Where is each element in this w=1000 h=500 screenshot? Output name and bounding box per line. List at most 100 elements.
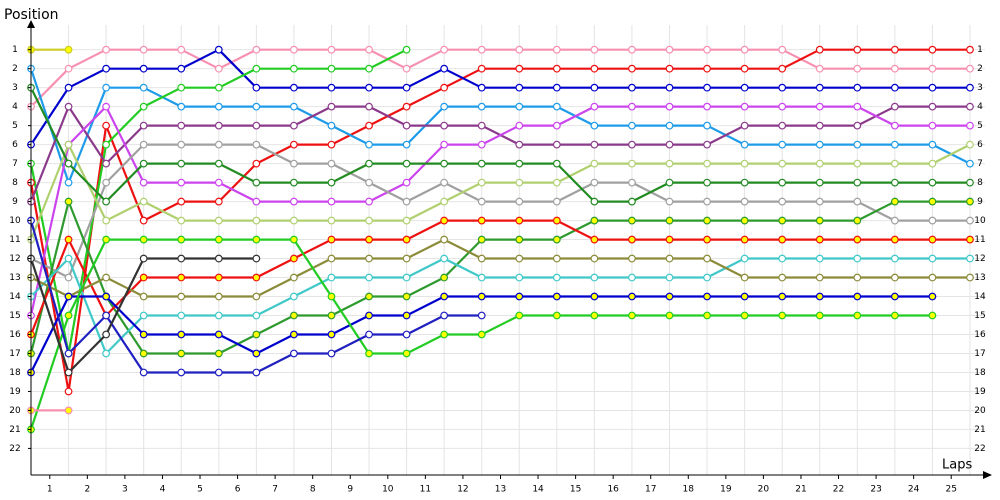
position-marker [665, 64, 674, 73]
position-marker [365, 197, 373, 206]
position-marker [928, 197, 937, 206]
position-marker [928, 216, 937, 225]
position-marker [515, 254, 524, 263]
y-tick-label-right: 6 [977, 140, 983, 150]
position-marker [628, 178, 636, 187]
y-tick-label: 8 [12, 178, 18, 188]
position-marker [252, 349, 261, 358]
position-marker [365, 330, 373, 339]
position-marker [402, 273, 411, 282]
position-marker [740, 121, 749, 130]
position-marker [966, 235, 974, 244]
x-tick-label: 7 [272, 485, 278, 495]
position-marker [290, 45, 298, 54]
position-marker [552, 292, 561, 301]
position-marker [815, 311, 824, 320]
position-marker [552, 159, 561, 168]
position-marker [477, 140, 486, 149]
position-marker [552, 178, 561, 187]
position-marker [890, 311, 899, 320]
position-marker [590, 273, 599, 282]
y-tick-label-right: 1 [977, 45, 983, 55]
y-tick-label: 1 [12, 45, 18, 55]
position-marker [628, 235, 636, 244]
position-marker [402, 197, 411, 206]
position-marker [590, 197, 599, 206]
position-marker [64, 102, 73, 111]
x-tick-label: 23 [870, 485, 881, 495]
position-marker [290, 273, 298, 282]
x-tick-label: 25 [945, 485, 956, 495]
y-tick-label-right: 14 [974, 292, 986, 302]
position-marker [928, 102, 937, 111]
position-marker [552, 102, 561, 111]
position-marker [365, 140, 373, 149]
position-marker [402, 292, 411, 301]
position-marker [139, 64, 148, 73]
position-marker [177, 292, 186, 301]
position-marker [252, 83, 261, 92]
position-marker [102, 292, 111, 301]
position-marker [290, 121, 298, 130]
position-marker [890, 121, 899, 130]
position-marker [365, 254, 373, 263]
position-marker [628, 273, 636, 282]
position-marker [515, 235, 524, 244]
position-marker [214, 121, 223, 130]
position-marker [252, 368, 261, 377]
position-marker [740, 102, 749, 111]
position-marker [890, 83, 899, 92]
position-marker [440, 216, 449, 225]
position-marker [628, 102, 636, 111]
position-marker [928, 45, 937, 54]
position-marker [477, 254, 486, 263]
position-marker [928, 273, 937, 282]
position-marker [290, 140, 298, 149]
position-marker [815, 64, 824, 73]
position-marker [365, 273, 373, 282]
position-marker [440, 121, 449, 130]
position-marker [515, 273, 524, 282]
position-marker [440, 292, 449, 301]
position-marker [139, 235, 148, 244]
position-marker [552, 121, 561, 130]
position-marker [139, 311, 148, 320]
position-marker [214, 273, 223, 282]
position-marker [139, 102, 148, 111]
position-marker [477, 178, 486, 187]
position-marker [214, 349, 223, 358]
position-marker [590, 121, 599, 130]
position-marker [64, 83, 73, 92]
position-marker [815, 83, 824, 92]
position-marker [477, 311, 486, 320]
position-marker [477, 45, 486, 54]
y-tick-label: 10 [9, 216, 21, 226]
x-axis-arrow [983, 471, 992, 479]
position-marker [628, 121, 636, 130]
position-marker [890, 216, 899, 225]
position-marker [402, 254, 411, 263]
position-marker [440, 178, 449, 187]
position-marker [665, 140, 674, 149]
position-marker [64, 387, 73, 396]
position-marker [290, 197, 298, 206]
position-marker [665, 197, 674, 206]
position-marker [665, 235, 674, 244]
position-marker [815, 216, 824, 225]
y-tick-label: 7 [12, 159, 18, 169]
y-tick-label: 4 [12, 102, 18, 112]
position-marker [966, 64, 974, 73]
x-tick-label: 18 [683, 485, 695, 495]
position-marker [778, 235, 787, 244]
position-marker [590, 216, 599, 225]
position-marker [928, 121, 937, 130]
position-marker [102, 102, 111, 111]
series-line [30, 48, 970, 108]
x-tick-label: 10 [382, 485, 394, 495]
position-marker [890, 159, 899, 168]
position-marker [252, 140, 261, 149]
position-marker [64, 406, 73, 415]
position-marker [853, 121, 862, 130]
y-tick-label: 16 [9, 330, 21, 340]
position-marker [102, 273, 111, 282]
